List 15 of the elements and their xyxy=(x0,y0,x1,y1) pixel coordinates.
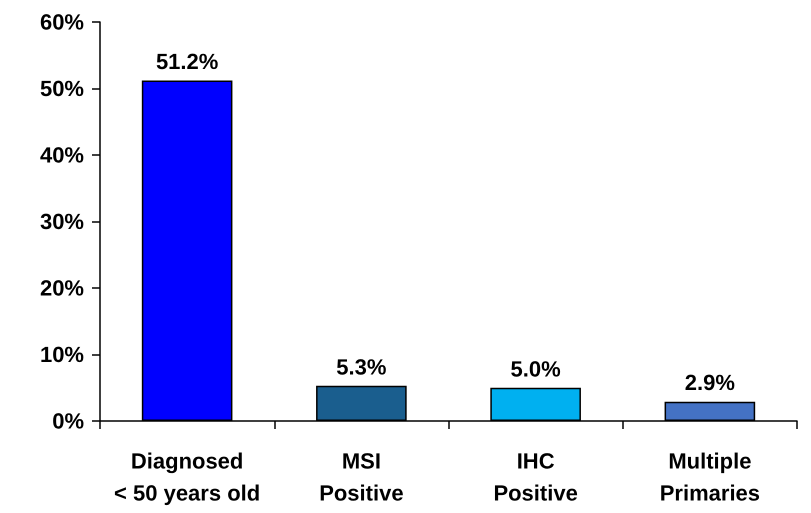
x-tick-label: MSI Positive xyxy=(319,448,404,506)
x-tick-label: Diagnosed < 50 years old xyxy=(114,448,260,506)
data-label: 5.3% xyxy=(336,354,386,380)
y-tick-label: 0% xyxy=(52,408,84,434)
y-tick-label: 30% xyxy=(40,209,84,234)
x-tick-label: IHC Positive xyxy=(493,448,578,506)
y-tick-label: 10% xyxy=(40,342,84,367)
y-tick-label: 20% xyxy=(40,276,84,300)
y-tick-label: 40% xyxy=(40,142,84,168)
x-tick-label: Multiple Primaries xyxy=(660,448,760,506)
y-tick-label: 60% xyxy=(40,10,84,34)
data-label: 2.9% xyxy=(684,370,735,396)
y-tick-label: 50% xyxy=(40,76,84,101)
data-label: 51.2% xyxy=(156,49,218,74)
data-label: 5.0% xyxy=(510,356,561,382)
